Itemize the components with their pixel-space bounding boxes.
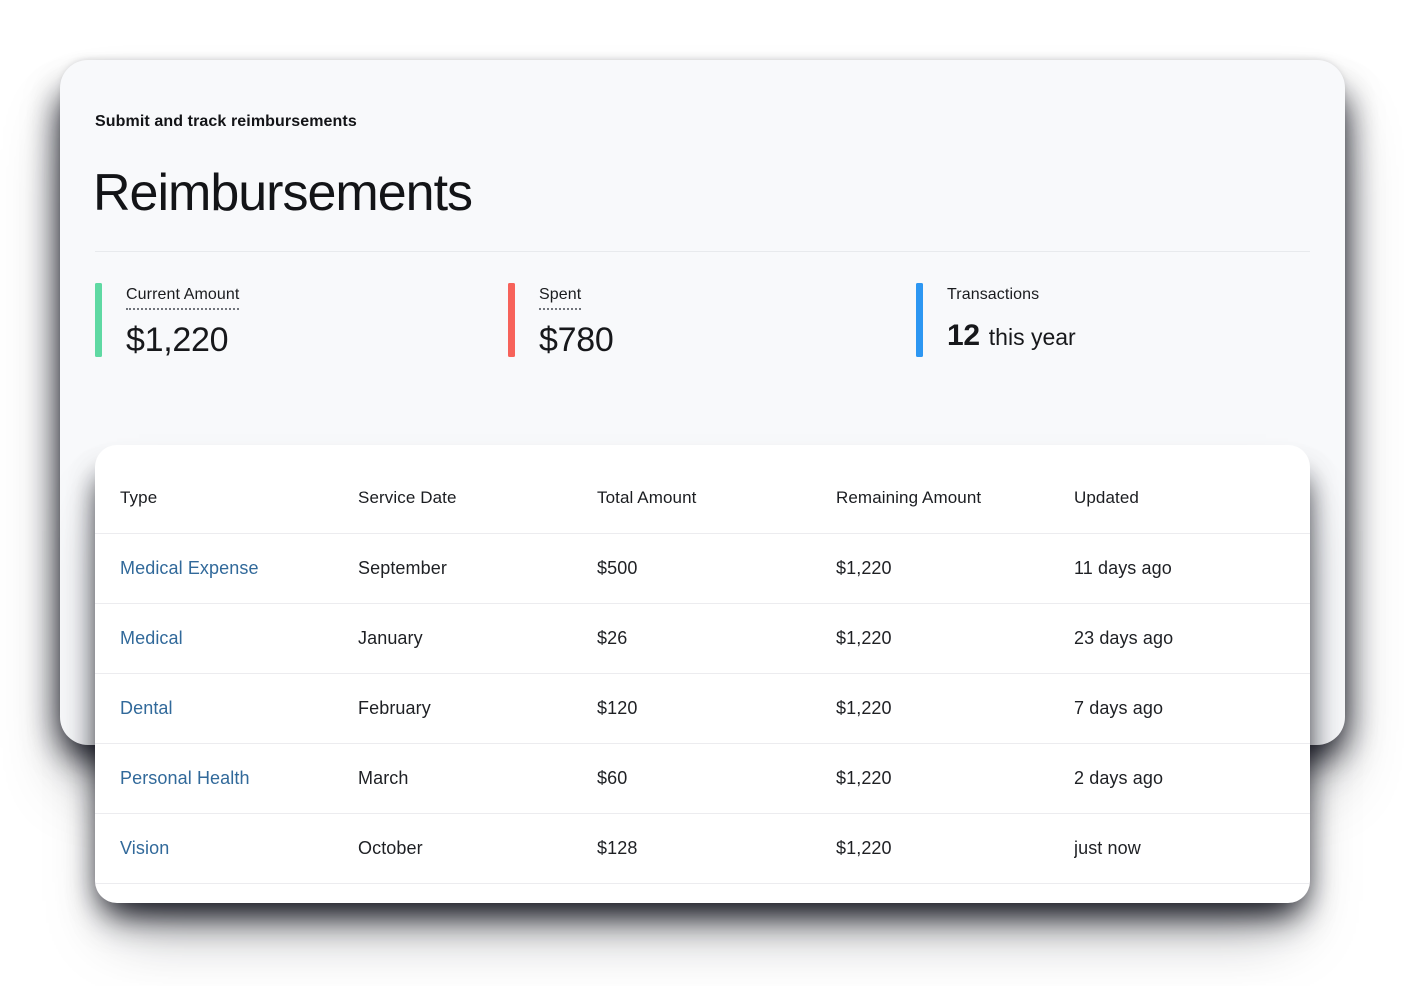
page-title: Reimbursements: [93, 164, 473, 222]
stat-label-current-amount: Current Amount: [126, 286, 240, 310]
panel-subtitle: Submit and track reimbursements: [95, 113, 357, 130]
total-amount-cell: $500: [597, 533, 836, 604]
remaining-amount-cell: $1,220: [836, 673, 1074, 744]
service-date-cell: October: [358, 813, 597, 884]
stat-spent: Spent $780: [508, 283, 614, 360]
total-amount-cell: $120: [597, 673, 836, 744]
column-header-remaining-amount: Remaining Amount: [836, 445, 1074, 534]
service-date-cell: March: [358, 743, 597, 814]
stat-value-transactions: 12 this year: [947, 315, 1076, 354]
title-divider: [95, 251, 1310, 252]
type-link[interactable]: Dental: [120, 697, 173, 718]
service-date-cell: January: [358, 603, 597, 674]
type-link[interactable]: Medical Expense: [120, 557, 259, 578]
table-row: Medical Expense September $500 $1,220 11…: [95, 533, 1310, 604]
updated-cell: 2 days ago: [1074, 743, 1310, 814]
stat-accent-bar-blue: [916, 283, 923, 357]
remaining-amount-cell: $1,220: [836, 813, 1074, 884]
type-link[interactable]: Vision: [120, 837, 170, 858]
table-row: Dental February $120 $1,220 7 days ago: [95, 673, 1310, 744]
service-date-cell: February: [358, 673, 597, 744]
total-amount-cell: $26: [597, 603, 836, 674]
column-header-service-date: Service Date: [358, 445, 597, 534]
stat-current-amount: Current Amount $1,220: [95, 283, 240, 360]
table-header-row: Type Service Date Total Amount Remaining…: [95, 445, 1310, 534]
service-date-cell: September: [358, 533, 597, 604]
stat-label-transactions: Transactions: [947, 286, 1040, 303]
column-header-type: Type: [95, 445, 358, 534]
table-row: Medical January $26 $1,220 23 days ago: [95, 603, 1310, 674]
updated-cell: 11 days ago: [1074, 533, 1310, 604]
updated-cell: 23 days ago: [1074, 603, 1310, 674]
updated-cell: 7 days ago: [1074, 673, 1310, 744]
stat-value-current-amount: $1,220: [126, 321, 229, 359]
column-header-updated: Updated: [1074, 445, 1310, 534]
type-link[interactable]: Personal Health: [120, 767, 250, 788]
total-amount-cell: $60: [597, 743, 836, 814]
remaining-amount-cell: $1,220: [836, 603, 1074, 674]
remaining-amount-cell: $1,220: [836, 533, 1074, 604]
stat-accent-bar-green: [95, 283, 102, 357]
type-link[interactable]: Medical: [120, 627, 183, 648]
transactions-suffix: this year: [988, 324, 1076, 350]
updated-cell: just now: [1074, 813, 1310, 884]
column-header-total-amount: Total Amount: [597, 445, 836, 534]
stat-transactions: Transactions 12 this year: [916, 283, 1076, 357]
total-amount-cell: $128: [597, 813, 836, 884]
transactions-count: 12: [947, 319, 980, 352]
reimbursements-table-card: Type Service Date Total Amount Remaining…: [95, 445, 1310, 903]
stat-value-spent: $780: [539, 321, 614, 359]
table-row: Personal Health March $60 $1,220 2 days …: [95, 743, 1310, 814]
remaining-amount-cell: $1,220: [836, 743, 1074, 814]
table-row: Vision October $128 $1,220 just now: [95, 813, 1310, 884]
reimbursements-table: Type Service Date Total Amount Remaining…: [95, 445, 1310, 884]
stat-accent-bar-red: [508, 283, 515, 357]
stat-label-spent: Spent: [539, 286, 582, 310]
